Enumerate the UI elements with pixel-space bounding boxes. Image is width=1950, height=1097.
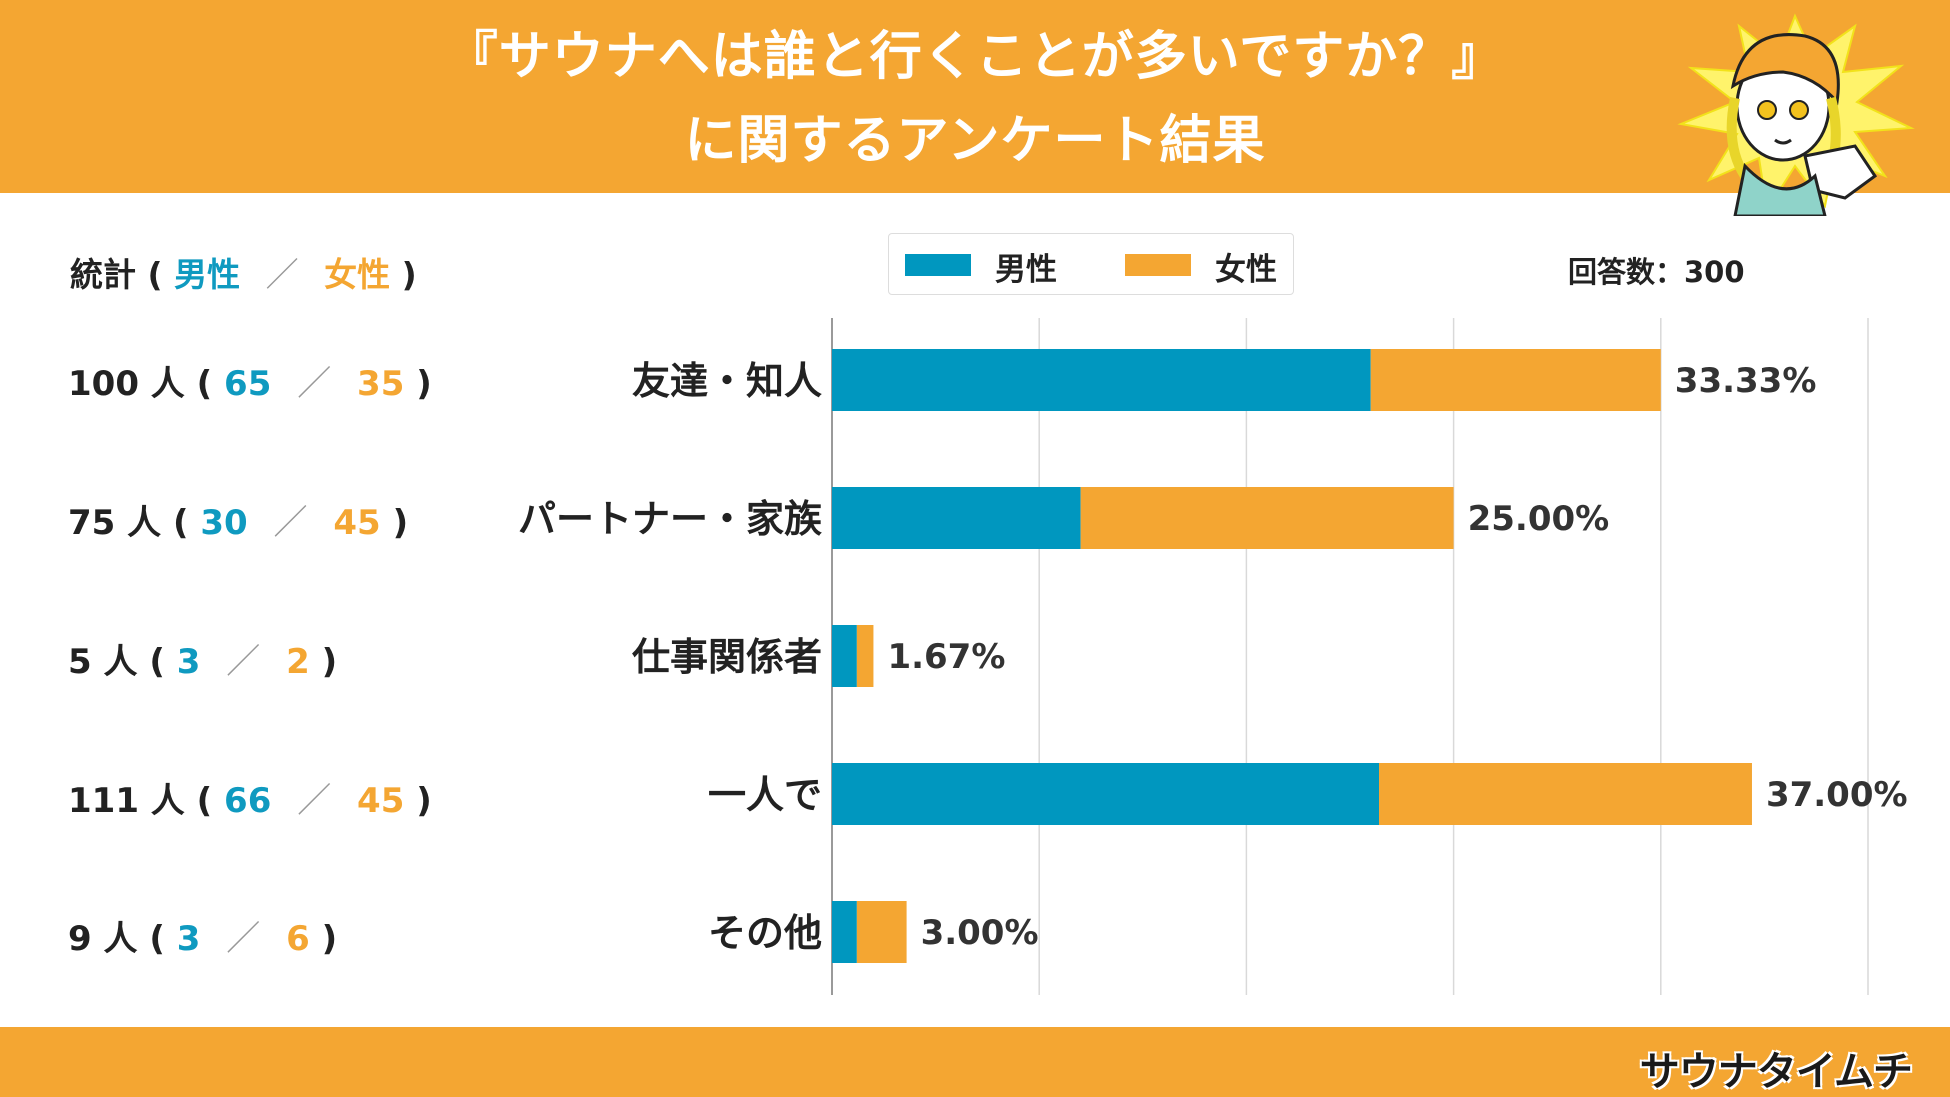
bar-segment-male (832, 349, 1371, 411)
stat-sep: ／ (297, 781, 332, 821)
stats-heading-male: 男性 (174, 255, 241, 294)
category-label: 一人で (708, 773, 822, 817)
header-banner: 『サウナへは誰と行くことが多いですか？』 に関するアンケート結果 (0, 0, 1950, 216)
bar-segment-female (1379, 763, 1752, 825)
stat-total: 111 人 ( (68, 781, 213, 821)
stat-row: 111 人 ( 66 ／ 45 ) (68, 773, 432, 822)
stat-male: 66 (224, 781, 272, 821)
stats-heading-suffix: ) (401, 255, 417, 294)
bar-segment-male (832, 625, 857, 687)
stat-female: 2 (286, 642, 310, 682)
stat-total: 75 人 ( (68, 503, 189, 543)
data-label: 33.33% (1675, 361, 1817, 401)
legend-label-female: 女性 (1215, 252, 1277, 288)
category-label: 友達・知人 (632, 359, 822, 403)
category-label: パートナー・家族 (518, 497, 822, 541)
stats-heading-female: 女性 (324, 255, 391, 294)
data-label: 3.00% (921, 913, 1039, 953)
stat-male: 30 (200, 503, 248, 543)
stat-close: ) (416, 364, 432, 404)
bar-segment-female (856, 901, 907, 963)
bar-segment-male (832, 901, 857, 963)
stat-close: ) (416, 781, 432, 821)
stat-sep: ／ (226, 642, 261, 682)
stat-row: 9 人 ( 3 ／ 6 ) (68, 911, 337, 960)
stat-close: ) (321, 642, 338, 682)
stat-sep: ／ (226, 919, 261, 959)
footer-banner: サウナタイムチ (0, 1027, 1950, 1097)
bar-segment-female (1080, 487, 1454, 549)
stats-heading: 統計 ( 男性 ／ 女性 ) (70, 248, 417, 296)
stat-close: ) (392, 503, 409, 543)
data-label: 25.00% (1468, 499, 1610, 539)
stats-heading-sep: ／ (265, 255, 299, 294)
stats-heading-prefix: 統計 ( (70, 255, 163, 294)
stat-male: 65 (224, 364, 272, 404)
bar-segment-female (1370, 349, 1661, 411)
bar-segment-male (832, 763, 1380, 825)
stat-female: 6 (286, 919, 310, 959)
stat-row: 5 人 ( 3 ／ 2 ) (68, 634, 337, 683)
stat-total: 5 人 ( (68, 642, 165, 682)
category-label: その他 (708, 911, 822, 955)
category-label: 仕事関係者 (632, 635, 822, 679)
stat-close: ) (321, 919, 338, 959)
mascot-illustration (1677, 13, 1915, 216)
legend-swatch-male (905, 254, 971, 276)
chart-legend: 男性 女性 (888, 233, 1294, 295)
bar-segment-male (832, 487, 1081, 549)
stat-sep: ／ (273, 503, 308, 543)
footer-logo: サウナタイムチ (1639, 1049, 1913, 1095)
stat-row: 100 人 ( 65 ／ 35 ) (68, 356, 432, 405)
legend-label-male: 男性 (995, 252, 1057, 288)
respondent-count: 回答数：300 (1568, 255, 1745, 289)
stat-total: 9 人 ( (68, 919, 165, 959)
stat-male: 3 (176, 642, 201, 682)
title-line-1: 『サウナへは誰と行くことが多いですか？』 (445, 27, 1505, 87)
stat-male: 3 (176, 919, 201, 959)
stat-female: 45 (357, 781, 405, 821)
stat-row: 75 人 ( 30 ／ 45 ) (68, 495, 408, 544)
title-line-2: に関するアンケート結果 (684, 111, 1266, 171)
stat-total: 100 人 ( (68, 364, 213, 404)
data-label: 1.67% (887, 637, 1005, 677)
stat-female: 35 (357, 364, 405, 404)
legend-swatch-female (1125, 254, 1191, 276)
bar-segment-female (856, 625, 874, 687)
stat-sep: ／ (297, 364, 332, 404)
stat-female: 45 (333, 503, 381, 543)
data-label: 37.00% (1766, 775, 1908, 815)
